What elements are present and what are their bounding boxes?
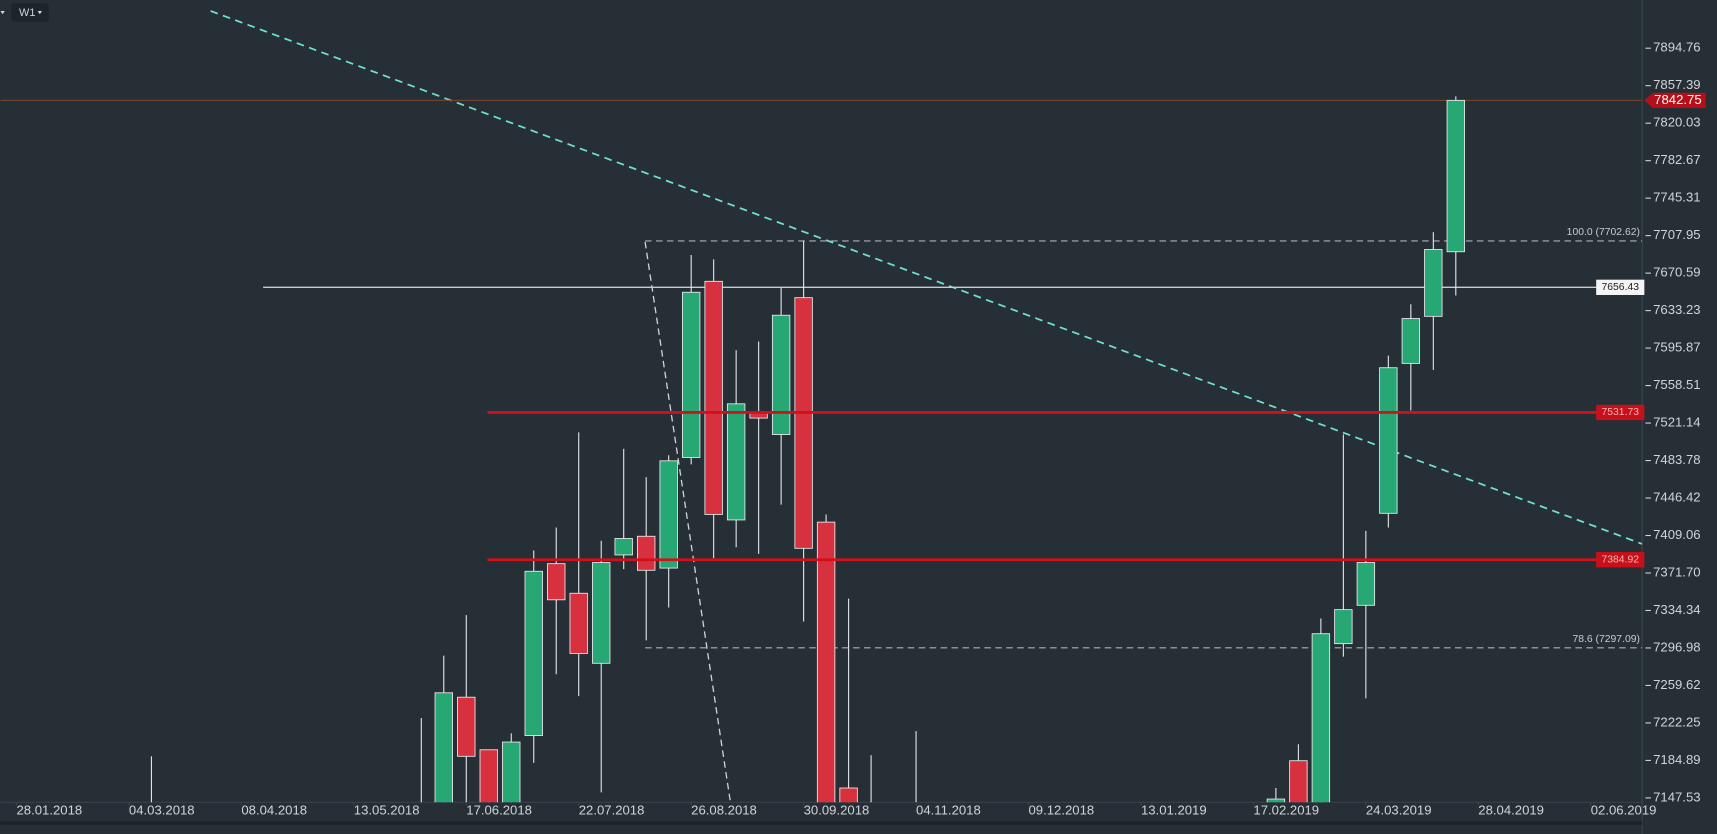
x-tick-label: 04.11.2018 xyxy=(916,802,981,817)
y-tick-label: 7707.95 xyxy=(1653,227,1700,242)
candle-body xyxy=(1266,798,1286,803)
last-price-tag xyxy=(1644,92,1706,109)
y-tick-label: 7521.14 xyxy=(1653,415,1700,430)
candle-body xyxy=(636,535,656,571)
candle-body xyxy=(569,592,588,654)
y-tick-label: 7782.67 xyxy=(1653,152,1700,167)
fib-diagonal xyxy=(644,241,732,803)
y-tick-label: 7820.03 xyxy=(1653,115,1700,130)
candle-body xyxy=(681,291,701,458)
support-label: 7531.73 xyxy=(1602,407,1640,418)
y-tick-label: 7670.59 xyxy=(1653,265,1700,280)
x-tick-label: 09.12.2018 xyxy=(1029,802,1095,817)
x-tick-label: 08.04.2018 xyxy=(241,802,307,817)
x-tick-label: 13.05.2018 xyxy=(354,802,420,817)
y-tick-label: 7745.31 xyxy=(1653,190,1700,205)
candle-body xyxy=(659,460,678,569)
price-line-tag xyxy=(1596,279,1645,295)
candle-body xyxy=(1424,249,1443,317)
candle-body xyxy=(1289,760,1308,803)
candle-body xyxy=(816,521,836,803)
candle-body xyxy=(1311,633,1331,803)
last-price-label: 7842.75 xyxy=(1654,92,1701,107)
y-tick-label: 7857.39 xyxy=(1653,77,1700,92)
candle-body xyxy=(839,787,858,803)
candle-body xyxy=(479,749,498,803)
candle-body xyxy=(726,403,746,521)
x-tick-label: 24.03.2019 xyxy=(1366,802,1432,817)
y-tick-label: 7446.42 xyxy=(1653,489,1700,504)
y-tick-label: 7595.87 xyxy=(1653,340,1700,355)
y-tick-label: 7558.51 xyxy=(1653,377,1700,392)
timeframe-label: W1 xyxy=(19,7,35,19)
candle-body xyxy=(1356,562,1376,606)
x-tick-label: 30.09.2018 xyxy=(804,802,870,817)
candle-body xyxy=(1401,318,1421,364)
x-tick-label: 17.06.2018 xyxy=(466,802,532,817)
dropdown-arrow xyxy=(37,10,43,15)
candle-body xyxy=(592,562,611,664)
x-tick-label: 04.03.2018 xyxy=(129,802,195,817)
y-tick-label: 7296.98 xyxy=(1653,639,1700,654)
x-tick-label: 26.08.2018 xyxy=(691,802,757,817)
candle-body xyxy=(1379,367,1398,514)
y-tick-label: 7633.23 xyxy=(1653,302,1700,317)
candle-body xyxy=(524,570,543,736)
y-tick-label: 7259.62 xyxy=(1653,677,1700,692)
candle-body xyxy=(547,563,566,601)
candle-body xyxy=(434,692,453,803)
fib-label: 78.6 (7297.09) xyxy=(1572,634,1640,645)
price-line-label: 7656.43 xyxy=(1602,282,1640,293)
x-tick-label: 28.01.2018 xyxy=(16,802,82,817)
x-tick-label: 22.07.2018 xyxy=(579,802,645,817)
y-tick-label: 7894.76 xyxy=(1653,40,1700,55)
x-tick-label: 17.02.2019 xyxy=(1253,802,1319,817)
candle-body xyxy=(794,297,813,549)
y-tick-label: 7334.34 xyxy=(1653,602,1700,617)
y-tick-label: 7147.53 xyxy=(1653,789,1700,804)
candle-body xyxy=(1334,609,1353,645)
timeframe-button[interactable] xyxy=(11,3,49,22)
plot-area xyxy=(0,10,1643,803)
candle-body xyxy=(704,280,723,515)
y-tick-label: 7483.78 xyxy=(1653,452,1700,467)
trend-line xyxy=(210,10,1643,545)
candle-body xyxy=(502,741,521,803)
candle-body xyxy=(457,696,476,757)
y-tick-label: 7409.06 xyxy=(1653,527,1700,542)
dropdown-arrow xyxy=(0,10,5,15)
candle-body xyxy=(614,538,633,556)
support-label: 7384.92 xyxy=(1602,554,1640,565)
y-tick-label: 7222.25 xyxy=(1653,714,1700,729)
support-tag xyxy=(1596,404,1645,421)
fib-label: 100.0 (7702.62) xyxy=(1567,227,1640,238)
x-tick-label: 02.06.2019 xyxy=(1591,802,1657,817)
x-tick-label: 28.04.2019 xyxy=(1478,802,1544,817)
y-tick-label: 7371.70 xyxy=(1653,564,1700,579)
candle-body xyxy=(771,314,791,435)
candle-body xyxy=(1446,99,1466,253)
y-tick-label: 7184.89 xyxy=(1653,752,1700,767)
support-tag xyxy=(1596,552,1645,568)
x-tick-label: 13.01.2019 xyxy=(1141,802,1207,817)
